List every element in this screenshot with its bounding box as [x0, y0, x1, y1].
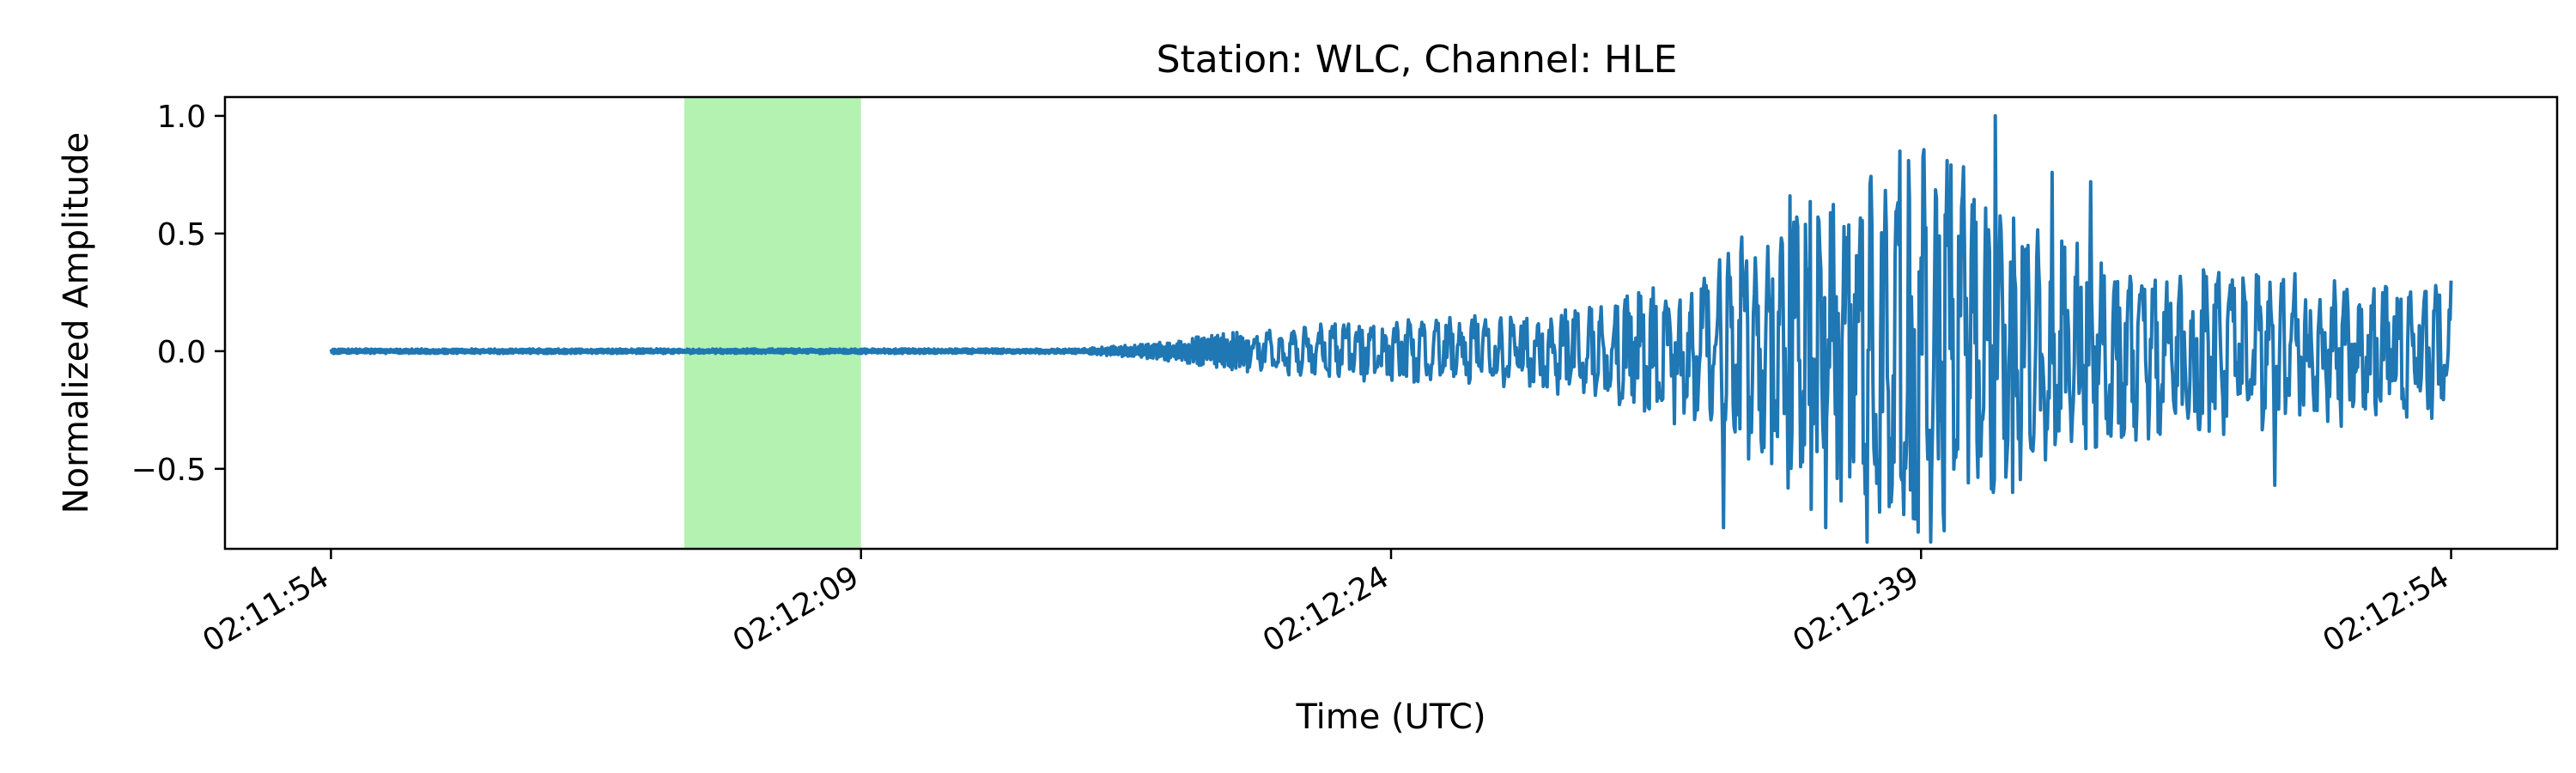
- y-axis-label: Normalized Amplitude: [57, 132, 96, 514]
- y-tick-label: 1.0: [157, 100, 206, 135]
- x-axis-label: Time (UTC): [1295, 697, 1485, 737]
- y-axis: −0.5 0.0 0.5 1.0: [131, 100, 225, 488]
- y-tick-label: 0.5: [157, 217, 206, 253]
- waveform-series-line: [329, 113, 2453, 545]
- y-tick-label: −0.5: [131, 453, 206, 488]
- chart-title: Station: WLC, Channel: HLE: [1157, 38, 1678, 82]
- plot-area: [329, 97, 2453, 549]
- highlight-span: [683, 97, 861, 549]
- y-tick-label: 0.0: [157, 335, 206, 370]
